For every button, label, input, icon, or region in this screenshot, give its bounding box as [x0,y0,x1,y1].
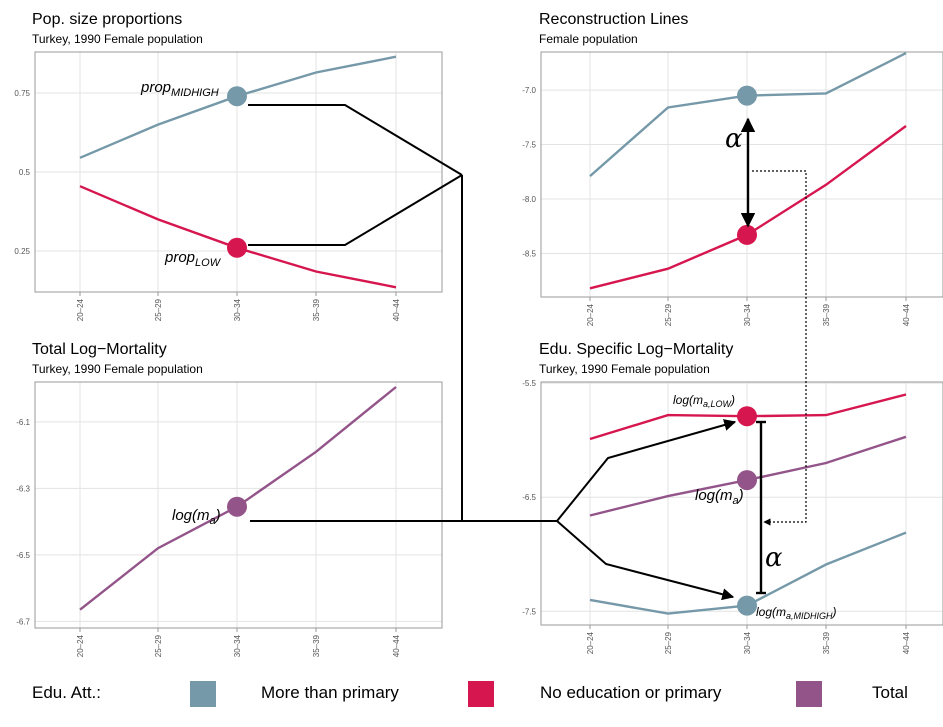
pop-series-line-low [79,185,397,289]
pop-size-proportions-plot: 0.25 0.5 0.75 20–24 25–29 30–34 35–39 40–44 [14,51,443,321]
pop-panel-title: Pop. size proportions [32,11,182,28]
edu-highlight-point-midhigh [737,595,757,616]
total-xtick-label: 25–29 [154,634,163,657]
connector-prop-midhigh [248,104,463,176]
edu-highlight-point-total [737,470,757,491]
legend-label-total: Total [872,683,908,702]
legend-label-more-than-primary: More than primary [261,683,399,702]
connector-prop-low [248,174,463,246]
annotation-alpha-edu: α [765,543,783,573]
pop-xtick-label: 25–29 [154,298,163,321]
edu-ytick-label: -6.5 [522,493,536,502]
total-panel-subtitle: Turkey, 1990 Female population [32,362,203,376]
edu-highlight-point-low [737,406,757,427]
total-log-mortality-plot: -6.1 -6.3 -6.5 -6.7 20–24 25–29 30–34 35–39 40–4… [16,381,443,657]
recon-plot-frame [540,51,943,298]
recon-xtick-label: 25–29 [664,303,673,326]
annotation-prop-midhigh: propMIDHIGH [140,79,219,99]
total-ytick-label: -6.3 [16,484,30,493]
recon-ytick-label: -8.0 [522,195,536,204]
connector-to-midhigh [556,520,735,601]
pop-panel-subtitle: Turkey, 1990 Female population [32,32,203,46]
total-panel-title: Total Log−Mortality [32,341,167,358]
edu-panel-title: Edu. Specific Log−Mortality [539,341,733,358]
recon-xtick-label: 40–44 [902,303,911,326]
total-xtick-label: 20–24 [76,634,85,657]
pop-highlight-point-midhigh [227,86,247,107]
total-xtick-label: 40–44 [392,634,401,657]
legend-swatch-total [796,681,822,707]
legend-swatch-more-than-primary [190,681,216,707]
legend: Edu. Att.: More than primary No educatio… [32,681,908,707]
annotation-total-log-m: log(ma) [172,507,221,527]
annotation-prop-low: propLOW [164,249,222,269]
alpha-transfer-arrow [752,170,807,526]
pop-ytick-label: 0.25 [14,247,30,256]
edu-ytick-label: -5.5 [522,379,536,388]
legend-label-no-education: No education or primary [540,683,722,702]
recon-highlight-point-midhigh [737,85,757,106]
pop-xtick-label: 35–39 [312,298,321,321]
total-ytick-label: -6.7 [16,617,30,626]
total-xtick-label: 35–39 [312,634,321,657]
total-plot-frame [34,381,443,629]
edu-xtick-label: 25–29 [664,631,673,654]
edu-plot-frame [540,381,943,626]
recon-xtick-label: 20–24 [586,303,595,326]
annotation-edu-log-m-total: log(ma) [695,487,744,507]
connector-lines [248,104,737,601]
reconstruction-lines-plot: -7.0 -7.5 -8.0 -8.5 20–24 25–29 30–34 35–39 40–4… [522,51,943,326]
legend-title: Edu. Att.: [32,683,101,702]
legend-swatch-no-education [468,681,494,707]
recon-panel-subtitle: Female population [539,32,638,46]
edu-panel-subtitle: Turkey, 1990 Female population [539,362,710,376]
total-ytick-label: -6.1 [16,418,30,427]
pop-plot-frame [34,51,443,293]
edu-ytick-label: -7.5 [522,607,536,616]
edu-xtick-label: 30–34 [743,631,752,654]
pop-ytick-label: 0.5 [19,168,31,177]
pop-xtick-label: 30–34 [233,298,242,321]
recon-xtick-label: 30–34 [743,303,752,326]
annotation-edu-log-m-low: log(ma,LOW) [673,393,735,409]
recon-panel-title: Reconstruction Lines [539,11,688,28]
recon-ytick-label: -8.5 [522,249,536,258]
connector-to-low [556,419,737,522]
pop-highlight-point-low [227,237,247,258]
edu-xtick-label: 20–24 [586,631,595,654]
recon-ytick-label: -7.5 [522,141,536,150]
annotation-alpha-recon: α [725,124,743,154]
annotation-edu-log-m-midhigh: log(ma,MIDHIGH) [756,605,837,621]
total-highlight-point-total [227,496,247,517]
recon-ytick-label: -7.0 [522,86,536,95]
recon-highlight-point-low [737,224,757,245]
total-ytick-label: -6.5 [16,551,30,560]
total-xtick-label: 30–34 [233,634,242,657]
edu-specific-log-mortality-plot: -5.5 -6.5 -7.5 20–24 25–29 30–34 35–39 40–44 [522,379,943,654]
pop-xtick-label: 20–24 [76,298,85,321]
pop-xtick-label: 40–44 [392,298,401,321]
recon-xtick-label: 35–39 [822,303,831,326]
edu-xtick-label: 40–44 [902,631,911,654]
edu-xtick-label: 35–39 [822,631,831,654]
pop-ytick-label: 0.75 [14,89,30,98]
